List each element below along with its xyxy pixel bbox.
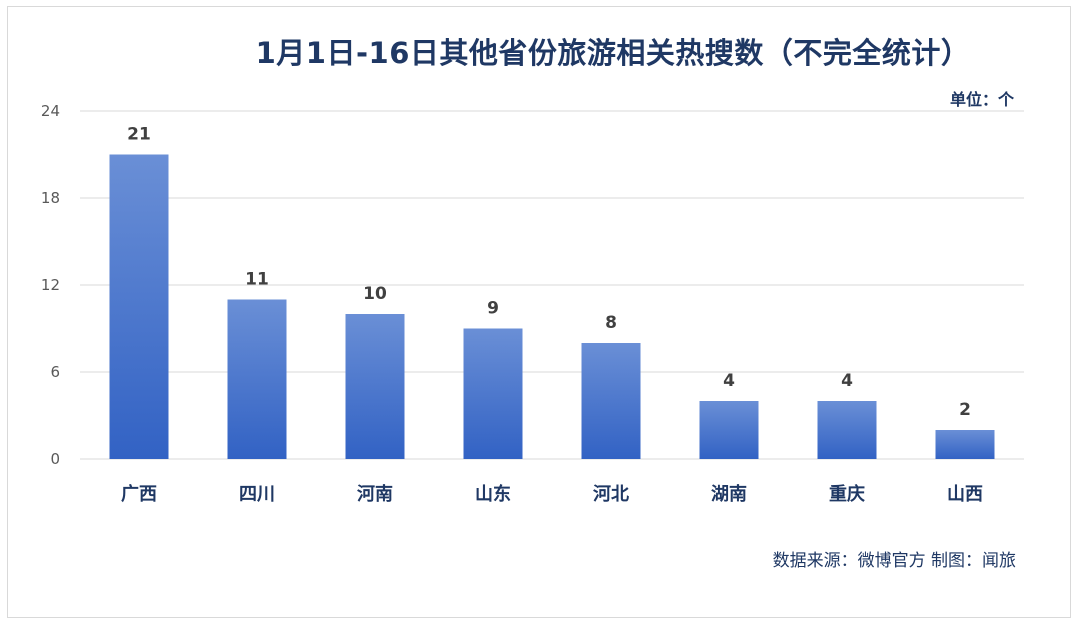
x-tick-label: 广西	[121, 483, 157, 505]
x-tick-label: 重庆	[829, 483, 865, 505]
bar	[817, 401, 877, 459]
gridlines	[80, 110, 1024, 460]
data-label: 8	[605, 313, 617, 333]
x-tick-label: 四川	[239, 484, 275, 505]
data-label: 4	[723, 371, 735, 391]
bar	[227, 299, 287, 459]
data-label: 11	[245, 270, 269, 290]
data-label: 21	[127, 125, 151, 145]
bar	[581, 343, 641, 459]
y-tick-label: 12	[41, 276, 60, 294]
x-axis: 广西 四川 河南 山东 河北 湖南 重庆 山西	[121, 483, 983, 505]
unit-label: 单位：个	[949, 90, 1014, 109]
x-tick-label: 河南	[357, 483, 393, 505]
y-axis: 0 6 12 18 24	[41, 102, 60, 468]
y-tick-label: 0	[50, 450, 60, 468]
data-label: 10	[363, 284, 387, 304]
y-tick-label: 24	[41, 102, 60, 120]
bar	[345, 314, 405, 459]
chart-frame	[7, 6, 1071, 618]
data-label: 4	[841, 371, 853, 391]
chart-title: 1月1日-16日其他省份旅游相关热搜数（不完全统计）	[255, 36, 971, 70]
x-tick-label: 河北	[593, 484, 629, 505]
y-tick-label: 18	[41, 189, 60, 207]
data-label: 2	[959, 400, 971, 420]
bar	[463, 328, 523, 459]
y-tick-label: 6	[50, 363, 60, 381]
x-tick-label: 山东	[475, 483, 511, 505]
data-labels: 21 11 10 9 8 4 4 2	[127, 125, 971, 421]
bar	[109, 154, 169, 459]
bar	[935, 430, 995, 459]
data-label: 9	[487, 299, 499, 319]
source-note: 数据来源：微博官方 制图：闻旅	[772, 551, 1016, 571]
bars	[109, 154, 995, 459]
x-tick-label: 山西	[947, 484, 983, 505]
bar	[699, 401, 759, 459]
x-tick-label: 湖南	[711, 483, 747, 505]
